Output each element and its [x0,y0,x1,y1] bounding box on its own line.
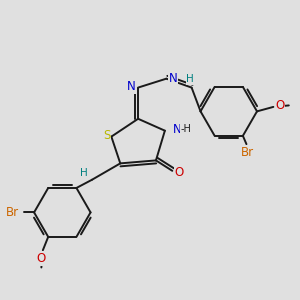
Text: S: S [103,129,111,142]
Text: H: H [186,74,194,84]
Text: N: N [127,80,136,94]
Text: O: O [37,252,46,265]
Text: H: H [80,168,88,178]
Text: O: O [174,166,184,179]
Text: N: N [173,123,182,136]
Text: N: N [169,72,177,85]
Text: O: O [275,99,284,112]
Text: Br: Br [242,146,254,159]
Text: Br: Br [6,206,19,219]
Text: -H: -H [181,124,192,134]
